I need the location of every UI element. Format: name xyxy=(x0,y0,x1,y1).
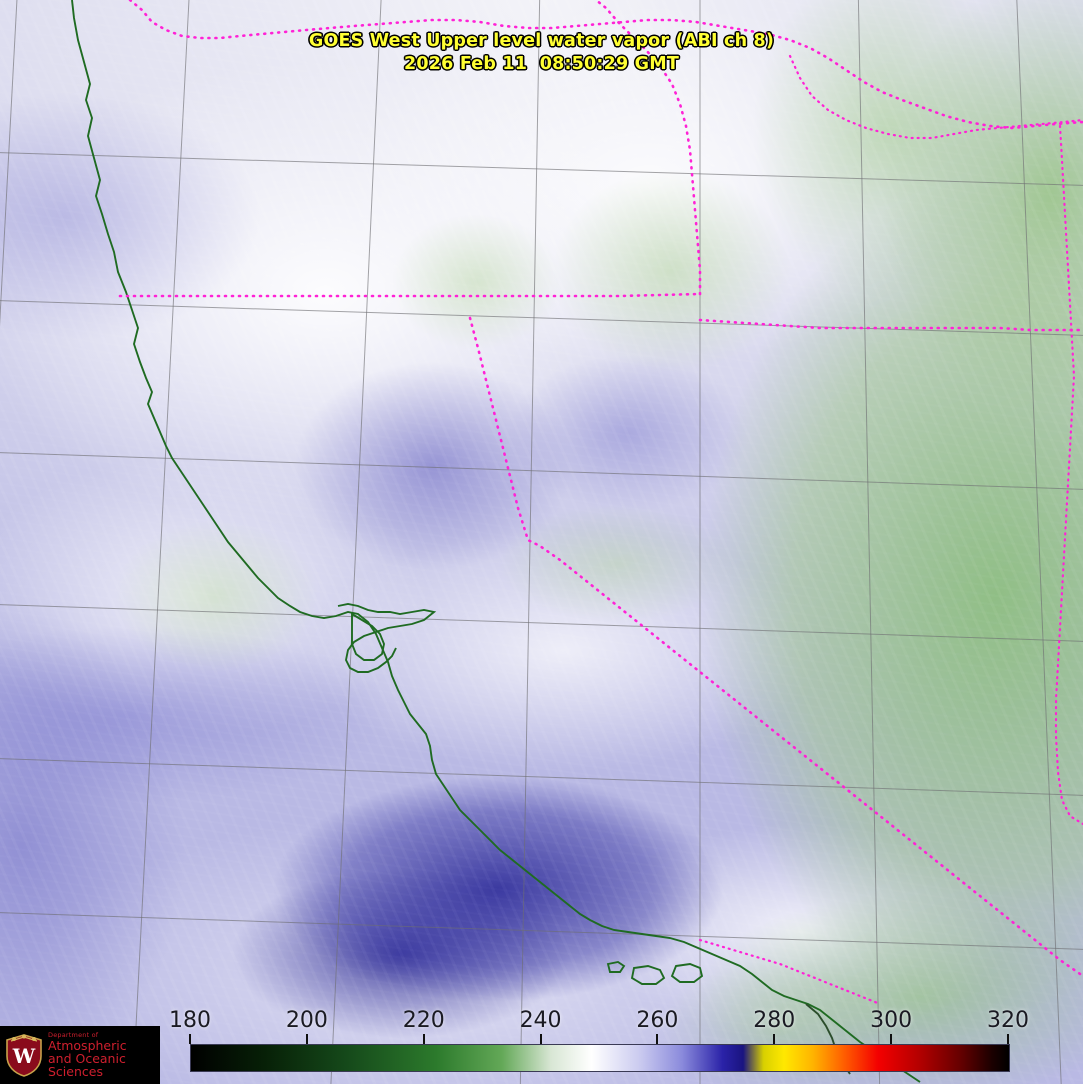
coastline-san-francisco-bay xyxy=(337,603,437,673)
coastline-channel-islands-1 xyxy=(630,965,666,985)
coastline-pacific xyxy=(71,0,921,1083)
uw-crest-icon: W xyxy=(6,1034,42,1077)
logo-text: Department of Atmospheric and Oceanic Sc… xyxy=(48,1030,160,1080)
uw-aos-logo: W Department of Atmospheric and Oceanic … xyxy=(0,1026,160,1084)
coastline-channel-islands-2 xyxy=(670,963,704,983)
border-northern-rockies xyxy=(788,54,1083,140)
coastline-baja-gulf xyxy=(805,1003,851,1075)
border-mexico xyxy=(698,938,882,1006)
logo-line1: Atmospheric xyxy=(48,1037,127,1053)
border-idaho-nevada xyxy=(594,0,702,296)
border-east-edge xyxy=(1054,124,1083,826)
border-northern xyxy=(128,0,1083,130)
border-oregon-california xyxy=(118,292,702,298)
border-california-nevada xyxy=(468,316,1083,978)
svg-text:W: W xyxy=(12,1044,36,1068)
coastline-channel-islands-3 xyxy=(606,960,626,973)
border-utah-arizona xyxy=(698,318,1083,332)
logo-line2: and Oceanic Sciences xyxy=(48,1050,126,1080)
logo-dept: Department of xyxy=(48,1030,99,1039)
coastline-bay-inner xyxy=(351,612,385,661)
